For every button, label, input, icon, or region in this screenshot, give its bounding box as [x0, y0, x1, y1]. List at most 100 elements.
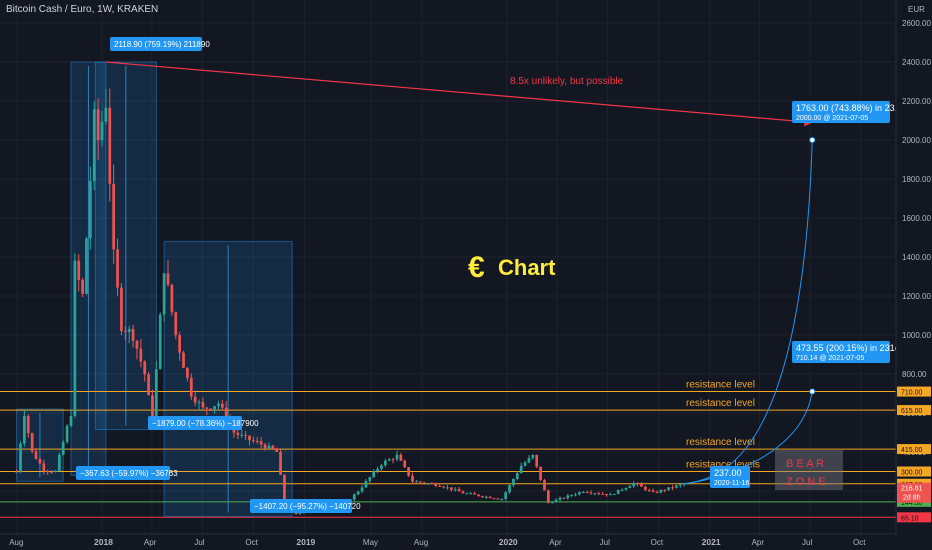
candle-body — [531, 454, 535, 458]
candle-body — [236, 432, 240, 435]
candle-body — [147, 374, 150, 396]
candle-body — [535, 454, 539, 467]
candle-body — [407, 467, 410, 476]
projection-curve — [684, 391, 813, 485]
candle-body — [593, 493, 597, 495]
candle-body — [616, 489, 620, 495]
candle-body — [605, 494, 608, 496]
candle-body — [135, 340, 139, 349]
candle-body — [34, 451, 38, 459]
x-tick-label: Jul — [600, 538, 610, 547]
candle-body — [205, 407, 209, 409]
candle-body — [54, 470, 57, 472]
candle-body — [601, 493, 605, 495]
currency-label: EUR — [908, 5, 925, 14]
candle-body — [248, 435, 251, 441]
candle-body — [279, 451, 282, 475]
candle-body — [217, 403, 220, 407]
candle-body — [628, 486, 632, 489]
candle-body — [352, 494, 356, 500]
candle-body — [558, 497, 562, 500]
candle-body — [449, 487, 453, 490]
candle-body — [682, 483, 686, 485]
candle-body — [647, 489, 651, 491]
candle-body — [283, 474, 286, 501]
candle-body — [209, 408, 213, 410]
candle-body — [554, 499, 558, 503]
measure-label-up-bg — [110, 37, 202, 51]
candle-body — [197, 402, 201, 404]
candle-body — [15, 471, 18, 473]
candle-body — [182, 352, 185, 368]
price-tag-bg — [897, 466, 931, 477]
projection-curve — [684, 139, 813, 485]
candle-body — [123, 331, 127, 333]
price-tag: 144.50 — [901, 500, 923, 507]
candle-body — [457, 489, 461, 492]
candle-body — [539, 466, 542, 480]
projection-point — [809, 388, 816, 395]
candle-body — [19, 443, 22, 472]
candle-body — [612, 494, 616, 496]
candle-body — [189, 377, 193, 397]
trend-line[interactable] — [105, 61, 813, 124]
candle-body — [624, 488, 628, 490]
candle-body — [391, 459, 395, 461]
x-tick-label: Jul — [194, 538, 204, 547]
x-tick-label: 2020 — [499, 537, 518, 547]
projection-label-start-sub: 2020-11-16 — [714, 480, 749, 487]
candle-body — [589, 492, 593, 494]
candle-body — [263, 444, 267, 449]
candle-body — [186, 367, 189, 378]
x-tick-label: 2021 — [702, 537, 721, 547]
candle-body — [259, 441, 263, 445]
candle-body — [636, 483, 639, 485]
candle-body — [65, 425, 69, 443]
candle-body — [380, 465, 383, 469]
bear-zone-line2: Z O N E — [786, 476, 826, 488]
x-tick-label: 2018 — [94, 537, 113, 547]
candle-body — [508, 485, 511, 493]
candle-body — [131, 328, 135, 341]
candle-body — [61, 442, 65, 455]
price-tag-bg — [897, 405, 931, 416]
candle-body — [415, 481, 418, 483]
candle-body — [360, 487, 364, 492]
candle-body — [298, 513, 302, 515]
candle-body — [38, 458, 42, 464]
candle-body — [154, 369, 158, 425]
x-tick-label: Oct — [245, 538, 258, 547]
candle-body — [368, 477, 372, 482]
euro-symbol: € — [468, 251, 485, 284]
price-tag: 300.00 — [901, 470, 923, 477]
candle-body — [112, 183, 116, 250]
candle-body — [26, 415, 30, 434]
price-tag: 615.00 — [901, 408, 923, 415]
candle-body — [438, 485, 442, 487]
candle-body — [376, 468, 379, 472]
candle-body — [504, 492, 508, 499]
y-tick-label: 1200.00 — [902, 292, 931, 301]
candle-body — [484, 496, 488, 498]
candle-body — [671, 487, 674, 489]
candle-body — [158, 314, 162, 370]
projection-label-start-text: 237.00 — [714, 468, 742, 478]
candle-body — [550, 502, 554, 504]
x-tick-label: Jul — [802, 538, 812, 547]
candle-body — [108, 107, 112, 184]
candle-body — [644, 486, 647, 490]
measure-label-b-text: −367.63 (−59.97%) −36763 — [80, 469, 178, 478]
candle-body — [446, 487, 449, 489]
candle-body — [578, 492, 581, 495]
candle-body — [73, 260, 77, 416]
candle-body — [562, 497, 566, 499]
candle-body — [426, 483, 430, 485]
price-tag: 710.00 — [901, 390, 923, 397]
projection-label-710-bg — [792, 341, 890, 363]
candle-body — [663, 489, 667, 491]
candle-body — [442, 486, 445, 488]
price-tag: 415.00 — [901, 447, 923, 454]
x-tick-label: Aug — [9, 538, 23, 547]
